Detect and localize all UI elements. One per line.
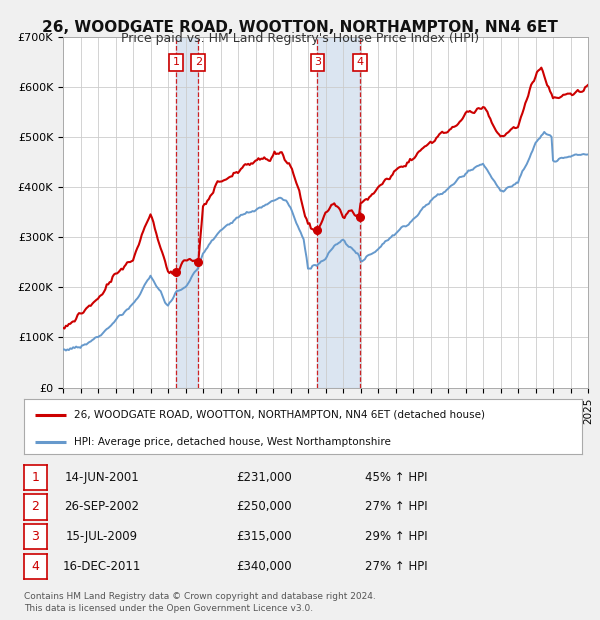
Text: 2: 2 — [195, 57, 202, 67]
Text: 26, WOODGATE ROAD, WOOTTON, NORTHAMPTON, NN4 6ET: 26, WOODGATE ROAD, WOOTTON, NORTHAMPTON,… — [42, 20, 558, 35]
Text: 4: 4 — [31, 560, 40, 573]
Text: 16-DEC-2011: 16-DEC-2011 — [63, 560, 141, 573]
Text: 4: 4 — [356, 57, 364, 67]
Text: 29% ↑ HPI: 29% ↑ HPI — [365, 530, 427, 543]
Text: 3: 3 — [314, 57, 321, 67]
Text: 45% ↑ HPI: 45% ↑ HPI — [365, 471, 427, 484]
Text: Contains HM Land Registry data © Crown copyright and database right 2024.
This d: Contains HM Land Registry data © Crown c… — [24, 591, 376, 613]
Text: £250,000: £250,000 — [236, 500, 292, 513]
Text: HPI: Average price, detached house, West Northamptonshire: HPI: Average price, detached house, West… — [74, 437, 391, 447]
Text: £231,000: £231,000 — [236, 471, 292, 484]
Text: 3: 3 — [31, 530, 40, 543]
Text: £315,000: £315,000 — [236, 530, 292, 543]
Text: 1: 1 — [31, 471, 40, 484]
Bar — [317, 37, 360, 387]
Text: 15-JUL-2009: 15-JUL-2009 — [66, 530, 138, 543]
Text: 1: 1 — [172, 57, 179, 67]
Bar — [176, 37, 198, 387]
Text: 14-JUN-2001: 14-JUN-2001 — [65, 471, 139, 484]
Text: 2: 2 — [31, 500, 40, 513]
Text: Price paid vs. HM Land Registry's House Price Index (HPI): Price paid vs. HM Land Registry's House … — [121, 32, 479, 45]
Text: 26-SEP-2002: 26-SEP-2002 — [65, 500, 139, 513]
Text: 27% ↑ HPI: 27% ↑ HPI — [365, 500, 427, 513]
Text: £340,000: £340,000 — [236, 560, 292, 573]
Text: 26, WOODGATE ROAD, WOOTTON, NORTHAMPTON, NN4 6ET (detached house): 26, WOODGATE ROAD, WOOTTON, NORTHAMPTON,… — [74, 410, 485, 420]
Text: 27% ↑ HPI: 27% ↑ HPI — [365, 560, 427, 573]
